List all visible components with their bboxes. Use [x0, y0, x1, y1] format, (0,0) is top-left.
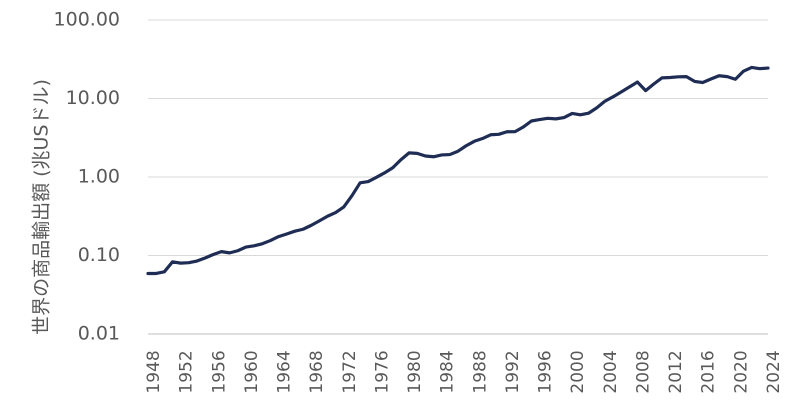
x-tick-label: 1968	[307, 350, 327, 393]
x-tick-label: 1980	[405, 350, 425, 393]
x-tick-label: 2016	[699, 350, 719, 393]
x-tick-label: 2024	[764, 350, 784, 393]
x-tick-label: 2008	[633, 350, 653, 393]
x-tick-label: 2020	[731, 350, 751, 393]
y-tick-label: 0.01	[78, 323, 120, 345]
x-tick-label: 1976	[372, 350, 392, 393]
x-tick-label: 1972	[340, 350, 360, 393]
x-tick-label: 1964	[275, 350, 295, 393]
x-tick-label: 1956	[209, 350, 229, 393]
x-tick-label: 1948	[144, 350, 164, 393]
y-tick-label: 0.10	[78, 244, 120, 266]
x-tick-label: 1992	[503, 350, 523, 393]
series-layer	[146, 65, 770, 276]
x-tick-label: 1960	[242, 350, 262, 393]
x-tick-label: 2000	[568, 350, 588, 393]
x-tick-label: 1984	[438, 350, 458, 393]
y-tick-label: 10.00	[66, 87, 120, 109]
gridlines	[148, 19, 768, 256]
series-line	[146, 65, 770, 276]
x-tick-label: 1952	[177, 350, 197, 393]
y-axis-label: 世界の商品輸出額 (兆USドル)	[31, 79, 53, 335]
y-tick-label: 100.00	[54, 9, 120, 31]
x-tick-label: 1988	[470, 350, 490, 393]
x-tick-label: 2004	[601, 350, 621, 393]
x-tick-label: 2012	[666, 350, 686, 393]
x-tick-label: 1996	[536, 350, 556, 393]
x-tick-labels: 1948 1952 1956 1960 1964 1968 1972 1976 1980 1984…	[144, 350, 784, 393]
y-tick-label: 1.00	[78, 166, 120, 188]
y-tick-labels: 0.01 0.10 1.00 10.00 100.00	[54, 9, 120, 345]
